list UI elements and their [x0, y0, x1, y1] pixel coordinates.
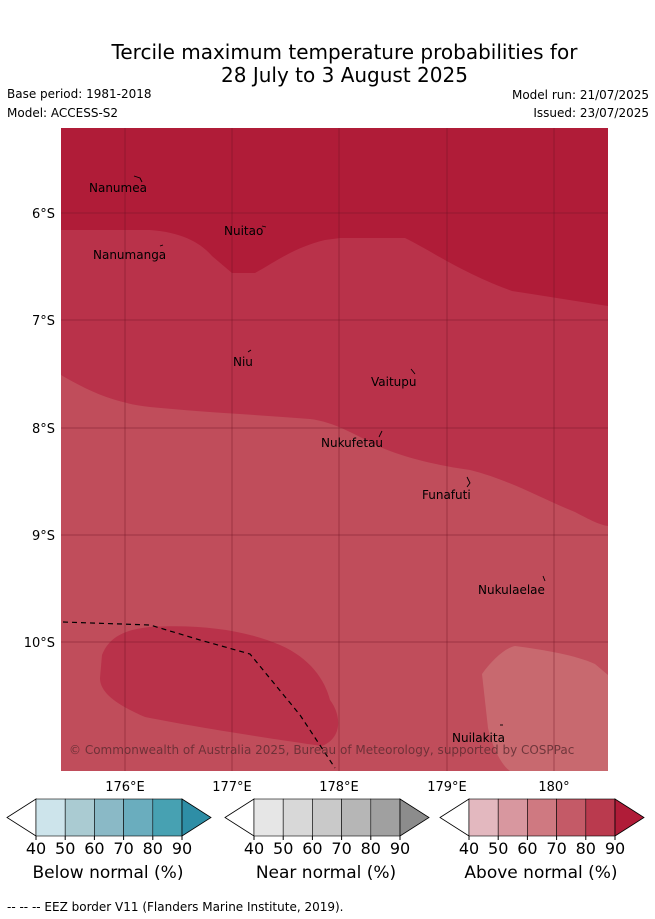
colorbar-tick-label: 90: [172, 839, 192, 858]
island-shape: [410, 368, 416, 375]
above-normal-colorbar: 40 50 60 70 80 90: [439, 798, 645, 858]
colorbar-segment: [341, 798, 372, 837]
colorbar-high-extension: [614, 798, 645, 837]
colorbar-tick-label: 50: [488, 839, 508, 858]
colorbar-tick-label: 50: [273, 839, 293, 858]
colorbar-tick-label: 40: [244, 839, 264, 858]
colorbar-tick-label: 60: [302, 839, 322, 858]
near-normal-colorbar: 40 50 60 70 80 90: [224, 798, 430, 858]
colorbar-tick-label: 40: [459, 839, 479, 858]
colorbar-segment: [370, 798, 401, 837]
place-label-niu: Niu: [233, 355, 253, 369]
colorbar-segment: [282, 798, 313, 837]
colorbar-tick-label: 80: [576, 839, 596, 858]
colorbar-tick-label: 80: [361, 839, 381, 858]
colorbar-legend: 40 50 60 70 80 90 40 50 60 70 80 90 40 50 60 70 80 90: [6, 798, 645, 858]
island-shape: [133, 175, 143, 183]
model-run: Model run: 21/07/2025: [511, 88, 649, 102]
colorbar-segment: [497, 798, 528, 837]
colorbar-low-extension: [224, 798, 255, 837]
lat-label: 10°S: [24, 636, 55, 651]
colorbar-segment: [64, 798, 95, 837]
eez-border-line: [62, 621, 336, 769]
colorbar-tick-label: 70: [331, 839, 351, 858]
colorbar-segment: [152, 798, 183, 837]
colorbar-tick-label: 70: [546, 839, 566, 858]
place-label-nukufetau: Nukufetau: [321, 436, 383, 450]
below-normal-colorbar: 40 50 60 70 80 90: [6, 798, 212, 858]
place-label-nuitao: Nuitao: [224, 224, 263, 238]
place-label-nanumanga: Nanumanga: [93, 248, 166, 262]
colorbar-tick-label: 90: [605, 839, 625, 858]
lon-label: 180°: [538, 780, 569, 795]
lon-label: 179°E: [427, 780, 467, 795]
colorbar-segment: [556, 798, 587, 837]
island-shape: [261, 225, 267, 228]
below-normal-label: Below normal (%): [32, 863, 184, 883]
colorbar-tick-label: 60: [517, 839, 537, 858]
above-normal-80-pocket: [100, 626, 339, 746]
island-shape: [159, 244, 164, 247]
colorbar-tick-label: 50: [55, 839, 75, 858]
island-shape: [378, 430, 383, 438]
island-outlines: [133, 175, 546, 726]
colorbar-tick-label: 80: [143, 839, 163, 858]
near-normal-label: Near normal (%): [255, 863, 397, 883]
lat-label: 8°S: [32, 422, 55, 437]
colorbar-segment: [312, 798, 342, 837]
island-shape: [542, 575, 546, 582]
base-period: Base period: 1981-2018: [7, 87, 152, 101]
lon-label: 177°E: [212, 780, 252, 795]
above-normal-label: Above normal (%): [464, 863, 618, 883]
graticule: [61, 128, 608, 771]
lon-label: 176°E: [105, 780, 145, 795]
map-title-line1: Tercile maximum temperature probabilitie…: [111, 40, 578, 64]
colorbar-low-extension: [6, 798, 37, 837]
colorbar-segment: [468, 798, 499, 837]
probability-field: [61, 128, 608, 771]
place-label-vaitupu: Vaitupu: [371, 375, 417, 389]
colorbar-low-extension: [439, 798, 470, 837]
place-label-nukulaelae: Nukulaelae: [478, 583, 545, 597]
model-name: Model: ACCESS-S2: [7, 106, 119, 120]
map-title-line2: 28 July to 3 August 2025: [221, 63, 468, 87]
eez-border-note: -- -- -- EEZ border V11 (Flanders Marine…: [7, 900, 344, 914]
lon-label: 178°E: [319, 780, 359, 795]
lat-label: 7°S: [32, 314, 55, 329]
colorbar-tick-label: 90: [390, 839, 410, 858]
colorbar-segment: [123, 798, 154, 837]
place-label-nanumea: Nanumea: [89, 181, 147, 195]
island-shape: [466, 476, 471, 488]
colorbar-segment: [585, 798, 616, 837]
colorbar-high-extension: [181, 798, 212, 837]
lat-label: 6°S: [32, 207, 55, 222]
colorbar-high-extension: [399, 798, 430, 837]
colorbar-tick-label: 70: [113, 839, 133, 858]
issued-date: Issued: 23/07/2025: [533, 106, 649, 120]
lat-label: 9°S: [32, 529, 55, 544]
colorbar-tick-label: 40: [26, 839, 46, 858]
colorbar-segment: [527, 798, 557, 837]
island-shape: [247, 349, 252, 353]
colorbar-segment: [35, 798, 66, 837]
colorbar-tick-label: 60: [84, 839, 104, 858]
place-label-funafuti: Funafuti: [422, 488, 471, 502]
place-label-nuilakita: Nuilakita: [452, 731, 505, 745]
colorbar-segment: [94, 798, 124, 837]
colorbar-segment: [253, 798, 284, 837]
above-normal-60-region: [482, 646, 608, 771]
copyright-notice: © Commonwealth of Australia 2025, Bureau…: [69, 743, 574, 757]
